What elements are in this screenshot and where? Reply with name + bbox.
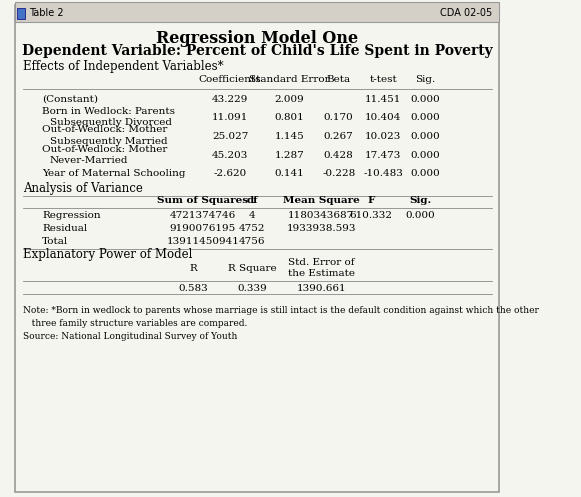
- Text: Explanatory Power of Model: Explanatory Power of Model: [23, 248, 192, 261]
- Text: -10.483: -10.483: [363, 169, 403, 178]
- Text: 0.000: 0.000: [410, 132, 440, 141]
- Text: Coefficients: Coefficients: [199, 75, 261, 84]
- Text: Total: Total: [42, 237, 69, 246]
- Text: 1.145: 1.145: [274, 132, 304, 141]
- Text: 1180343687: 1180343687: [288, 211, 354, 220]
- Text: 0.000: 0.000: [406, 211, 435, 220]
- Text: 0.170: 0.170: [324, 113, 354, 122]
- Text: 1933938.593: 1933938.593: [286, 224, 356, 233]
- Text: -0.228: -0.228: [322, 169, 356, 178]
- Text: 0.000: 0.000: [410, 95, 440, 104]
- Text: Sum of Squares: Sum of Squares: [157, 196, 249, 205]
- Text: 1390.661: 1390.661: [296, 284, 346, 293]
- Text: 45.203: 45.203: [212, 151, 248, 160]
- Text: Subsequently Married: Subsequently Married: [50, 137, 167, 146]
- Text: t-test: t-test: [370, 75, 397, 84]
- Text: 0.141: 0.141: [274, 169, 304, 178]
- Text: 17.473: 17.473: [365, 151, 401, 160]
- Text: R: R: [189, 264, 197, 273]
- Text: 0.583: 0.583: [178, 284, 208, 293]
- Text: Standard Error: Standard Error: [249, 75, 329, 84]
- Text: 11.091: 11.091: [212, 113, 248, 122]
- Text: the Estimate: the Estimate: [288, 269, 355, 278]
- Text: R Square: R Square: [228, 264, 277, 273]
- Text: 13911450941: 13911450941: [166, 237, 239, 246]
- FancyBboxPatch shape: [15, 5, 499, 492]
- Text: 0.428: 0.428: [324, 151, 354, 160]
- Text: CDA 02-05: CDA 02-05: [440, 8, 492, 18]
- Text: Analysis of Variance: Analysis of Variance: [23, 182, 142, 195]
- Text: Effects of Independent Variables*: Effects of Independent Variables*: [23, 60, 223, 73]
- Text: df: df: [246, 196, 258, 205]
- Text: 4752: 4752: [239, 224, 266, 233]
- Text: 43.229: 43.229: [212, 95, 248, 104]
- Text: 4756: 4756: [239, 237, 266, 246]
- FancyBboxPatch shape: [17, 8, 24, 19]
- Text: Never-Married: Never-Married: [50, 156, 128, 165]
- Text: Year of Maternal Schooling: Year of Maternal Schooling: [42, 169, 186, 178]
- Text: Sig.: Sig.: [409, 196, 431, 205]
- Text: Source: National Longitudinal Survey of Youth: Source: National Longitudinal Survey of …: [23, 332, 237, 341]
- Text: 11.451: 11.451: [365, 95, 401, 104]
- Text: Out-of-Wedlock: Mother: Out-of-Wedlock: Mother: [42, 125, 168, 134]
- Text: 1.287: 1.287: [274, 151, 304, 160]
- Text: 10.404: 10.404: [365, 113, 401, 122]
- Text: (Constant): (Constant): [42, 95, 98, 104]
- Text: F: F: [367, 196, 375, 205]
- Text: 0.000: 0.000: [410, 169, 440, 178]
- Text: -2.620: -2.620: [213, 169, 247, 178]
- Text: Residual: Residual: [42, 224, 88, 233]
- Text: 25.027: 25.027: [212, 132, 248, 141]
- Text: Regression Model One: Regression Model One: [156, 30, 358, 47]
- Text: three family structure variables are compared.: three family structure variables are com…: [23, 319, 247, 328]
- Text: Regression: Regression: [42, 211, 101, 220]
- Text: 4721374746: 4721374746: [170, 211, 236, 220]
- Text: Beta: Beta: [327, 75, 351, 84]
- Text: Dependent Variable: Percent of Child's Life Spent in Poverty: Dependent Variable: Percent of Child's L…: [22, 44, 493, 58]
- Text: 4: 4: [249, 211, 256, 220]
- Text: Subsequently Divorced: Subsequently Divorced: [50, 118, 172, 127]
- Text: Note: *Born in wedlock to parents whose marriage is still intact is the default : Note: *Born in wedlock to parents whose …: [23, 306, 539, 315]
- Text: Out-of-Wedlock: Mother: Out-of-Wedlock: Mother: [42, 145, 168, 154]
- Text: Sig.: Sig.: [415, 75, 435, 84]
- Text: 9190076195: 9190076195: [170, 224, 236, 233]
- Text: 2.009: 2.009: [274, 95, 304, 104]
- FancyBboxPatch shape: [15, 2, 499, 22]
- Text: 0.267: 0.267: [324, 132, 354, 141]
- Text: 0.000: 0.000: [410, 113, 440, 122]
- Text: 610.332: 610.332: [349, 211, 392, 220]
- Text: Table 2: Table 2: [29, 8, 64, 18]
- Text: 0.801: 0.801: [274, 113, 304, 122]
- Text: Mean Square: Mean Square: [283, 196, 360, 205]
- Text: 0.000: 0.000: [410, 151, 440, 160]
- Text: Std. Error of: Std. Error of: [288, 258, 354, 267]
- Text: 10.023: 10.023: [365, 132, 401, 141]
- Text: Born in Wedlock: Parents: Born in Wedlock: Parents: [42, 107, 175, 116]
- Text: 0.339: 0.339: [238, 284, 267, 293]
